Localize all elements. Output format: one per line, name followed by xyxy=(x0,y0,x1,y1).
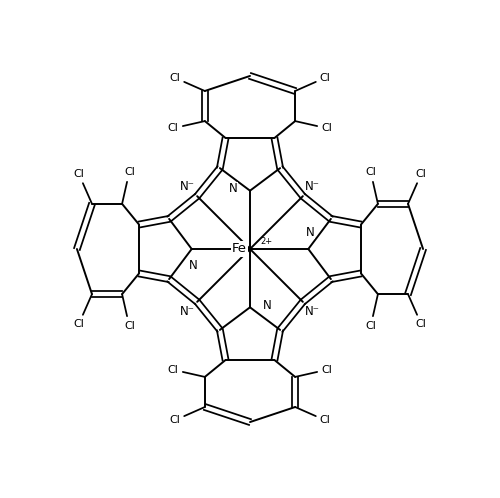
Text: Cl: Cl xyxy=(365,321,376,331)
Text: Cl: Cl xyxy=(320,415,330,425)
Text: N⁻: N⁻ xyxy=(306,180,320,193)
Text: Cl: Cl xyxy=(124,321,135,331)
Text: N⁻: N⁻ xyxy=(180,180,194,193)
Text: Cl: Cl xyxy=(124,167,135,177)
Text: Cl: Cl xyxy=(74,319,84,329)
Text: Cl: Cl xyxy=(365,167,376,177)
Text: Cl: Cl xyxy=(168,124,178,133)
Text: N: N xyxy=(228,182,237,195)
Text: Cl: Cl xyxy=(322,365,332,374)
Text: Cl: Cl xyxy=(168,365,178,374)
Text: Cl: Cl xyxy=(320,73,330,83)
Text: Fe: Fe xyxy=(232,243,247,255)
Text: N⁻: N⁻ xyxy=(180,305,194,318)
Text: N: N xyxy=(262,299,272,312)
Text: 2+: 2+ xyxy=(260,237,272,246)
Text: Cl: Cl xyxy=(416,319,426,329)
Text: Cl: Cl xyxy=(74,169,84,179)
Text: Cl: Cl xyxy=(416,169,426,179)
Text: N⁻: N⁻ xyxy=(306,305,320,318)
Text: Cl: Cl xyxy=(322,124,332,133)
Text: N: N xyxy=(306,226,314,239)
Text: Cl: Cl xyxy=(170,73,180,83)
Text: N: N xyxy=(189,259,198,272)
Text: Cl: Cl xyxy=(170,415,180,425)
